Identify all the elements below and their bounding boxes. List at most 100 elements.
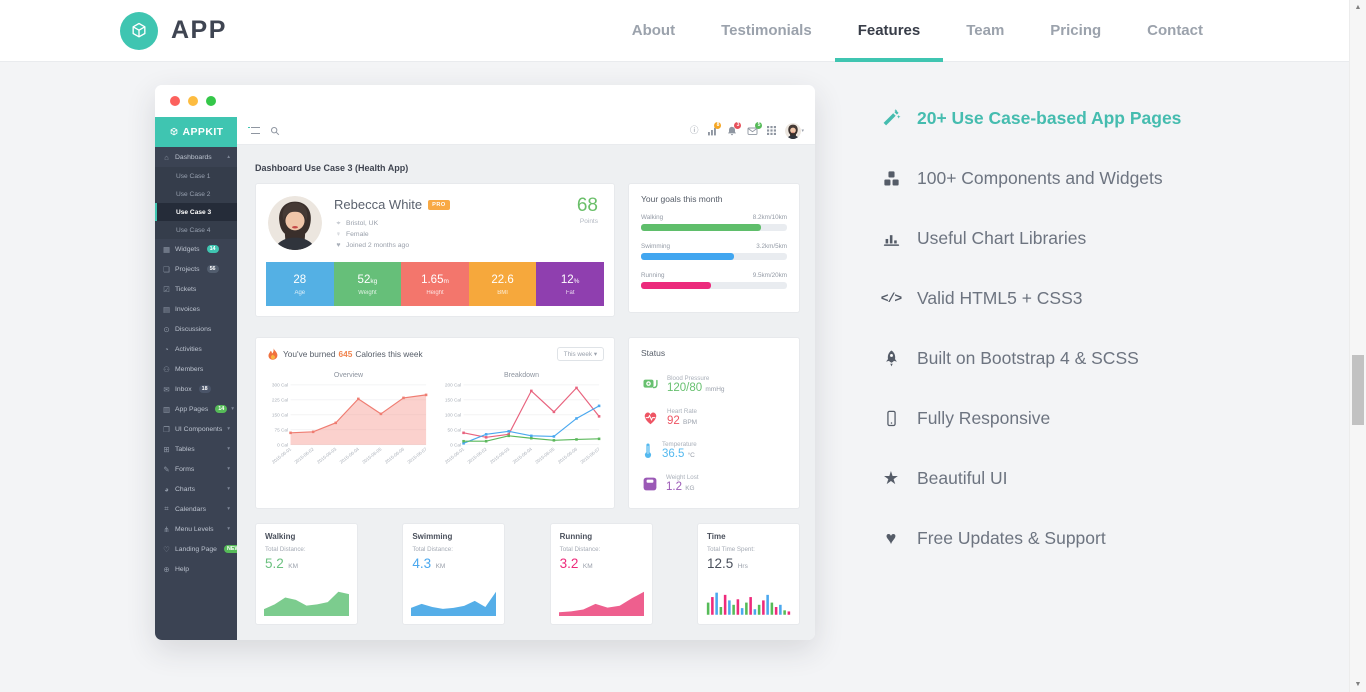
- sidebar-item-menu-levels[interactable]: ⋔ Menu Levels ▾: [155, 519, 237, 539]
- sidebar-item-inbox[interactable]: ✉ Inbox 18: [155, 379, 237, 399]
- stats-icon[interactable]: 8: [707, 121, 722, 136]
- chevron-icon: ▾: [227, 506, 230, 512]
- sidebar-item-label: Menu Levels: [175, 525, 214, 533]
- members-icon: ⚇: [163, 364, 170, 374]
- summary-unit: KM: [582, 563, 593, 570]
- top-navbar: APP About Testimonials Features Team Pricing…: [0, 0, 1366, 62]
- nav-link-testimonials[interactable]: Testimonials: [721, 21, 812, 39]
- points-block: 68 Points: [577, 195, 598, 225]
- period-dropdown-button[interactable]: This week ▾: [556, 347, 604, 361]
- weight-icon: [642, 476, 658, 492]
- window-close-button[interactable]: [170, 96, 180, 106]
- sidebar-subitem-use-case-2[interactable]: Use Case 2: [176, 190, 211, 198]
- sidebar-item-charts[interactable]: ◕ Charts ▾: [155, 479, 237, 499]
- svg-text:2015-06-06: 2015-06-06: [384, 446, 406, 464]
- goal-swimming: Swimming 3.2km/5km: [641, 243, 787, 260]
- projects-icon: ❏: [163, 264, 170, 274]
- sidebar-item-app-pages[interactable]: ▥ App Pages 14 ▾: [155, 399, 237, 419]
- chevron-icon: ▾: [231, 406, 235, 412]
- sidebar-item-calendars[interactable]: ⌗ Calendars ▾: [155, 499, 237, 519]
- feature-label: Valid HTML5 + CSS3: [917, 287, 1083, 308]
- sidebar-item-ui-components[interactable]: ❐ UI Components ▾: [155, 419, 237, 439]
- sidebar-item-tables[interactable]: ⊞ Tables ▾: [155, 439, 237, 459]
- sidebar-item-tickets[interactable]: ☑ Tickets: [155, 279, 237, 299]
- info-icon[interactable]: ⓘ: [689, 125, 699, 136]
- appkit-logo[interactable]: APPKIT: [155, 117, 237, 147]
- sidebar-item-landing-page[interactable]: ♡ Landing Page NEW: [155, 539, 237, 559]
- window-minimize-button[interactable]: [188, 96, 198, 106]
- summary-sublabel: Total Time Spent:: [706, 546, 755, 553]
- svg-text:2015-06-01: 2015-06-01: [271, 446, 293, 464]
- svg-text:2015-06-07: 2015-06-07: [406, 446, 428, 464]
- nav-link-team[interactable]: Team: [966, 21, 1005, 39]
- app-brand[interactable]: APP: [120, 11, 227, 50]
- search-icon[interactable]: [270, 126, 280, 136]
- sidebar-item-discussions[interactable]: ⊙ Discussions: [155, 319, 237, 339]
- feature-label: Beautiful UI: [917, 467, 1008, 488]
- sidebar-subitem-use-case-1[interactable]: Use Case 1: [176, 172, 211, 180]
- summary-value: 12.5: [706, 556, 734, 571]
- sidebar-item-invoices[interactable]: ▤ Invoices: [155, 299, 237, 319]
- scroll-down-arrow[interactable]: ▼: [1354, 681, 1362, 688]
- sidebar-badge: NEW: [223, 544, 237, 554]
- sidebar-item-label: Landing Page: [175, 545, 217, 553]
- status-card: Status Blood Pressure 120/80 mmHg Heart Ra…: [628, 337, 800, 509]
- menu-toggle-icon[interactable]: [248, 126, 260, 135]
- nav-link-pricing[interactable]: Pricing: [1050, 21, 1102, 39]
- chevron-icon: ▾: [227, 466, 230, 472]
- widgets-icon: ▦: [162, 244, 171, 254]
- goal-running: Running 9.5km/20km: [641, 272, 787, 289]
- goal-value: 9.5km/20km: [752, 272, 787, 279]
- nav-link-features[interactable]: Features: [835, 0, 944, 62]
- app-pages-icon: ▥: [162, 404, 171, 414]
- calories-text-after: Calories this week: [355, 349, 423, 359]
- sidebar-item-label: UI Components: [175, 425, 223, 433]
- svg-text:2015-06-07: 2015-06-07: [579, 446, 601, 464]
- mail-icon[interactable]: 5: [747, 121, 763, 136]
- scrollbar-thumb[interactable]: [1352, 355, 1364, 425]
- sparkline-chart: [706, 588, 791, 616]
- profile-detail-bristol-uk: ⌖ Bristol, UK: [336, 219, 379, 228]
- sidebar-subitem-use-case-3[interactable]: Use Case 3: [155, 203, 237, 221]
- apps-grid-icon[interactable]: [767, 126, 777, 135]
- sidebar-item-help[interactable]: ⊕ Help: [155, 559, 237, 579]
- window-titlebar: [155, 85, 815, 117]
- invoices-icon: ▤: [162, 304, 171, 314]
- summary-unit: Hrs: [737, 563, 748, 570]
- notification-badge: 3: [734, 121, 742, 129]
- help-icon: ⊕: [163, 564, 170, 574]
- home-icon: ⌂: [164, 152, 169, 162]
- sidebar-item-label: Tables: [175, 445, 195, 453]
- sidebar-item-widgets[interactable]: ▦ Widgets 14: [155, 239, 237, 259]
- svg-text:300 Cal: 300 Cal: [272, 383, 288, 388]
- feature-item-fully-responsive: Fully Responsive: [878, 388, 1318, 448]
- sidebar-item-projects[interactable]: ❏ Projects 56: [155, 259, 237, 279]
- svg-text:2015-06-01: 2015-06-01: [444, 446, 466, 464]
- sidebar-subitem-use-case-4[interactable]: Use Case 4: [176, 226, 211, 234]
- feature-item-100-components-and-widgets: 100+ Components and Widgets: [878, 148, 1318, 208]
- window-zoom-button[interactable]: [206, 96, 216, 106]
- sidebar-item-forms[interactable]: ✎ Forms ▾: [155, 459, 237, 479]
- points-value: 68: [576, 195, 598, 216]
- nav-links: About Testimonials Features Team Pricing Cont…: [609, 0, 1226, 62]
- bell-icon[interactable]: 3: [727, 121, 742, 136]
- chevron-down-icon: ▾: [801, 127, 804, 134]
- sidebar-item-label: Members: [175, 365, 204, 373]
- svg-text:2015-06-02: 2015-06-02: [294, 446, 316, 464]
- nav-link-about[interactable]: About: [631, 21, 676, 39]
- mockup-content: Dashboard Use Case 3 (Health App) Rebecc…: [237, 145, 815, 640]
- nav-link-contact[interactable]: Contact: [1147, 21, 1203, 39]
- sidebar-item-label: Inbox: [175, 385, 192, 393]
- user-avatar[interactable]: ▾: [785, 122, 804, 139]
- activities-icon: ◔: [164, 344, 169, 354]
- scroll-up-arrow[interactable]: ▲: [1354, 4, 1362, 11]
- browser-scrollbar[interactable]: ▲ ▼: [1349, 0, 1366, 692]
- sidebar-badge: 18: [198, 384, 211, 394]
- sidebar-item-activities[interactable]: ◔ Activities: [155, 339, 237, 359]
- stat-weight: 52kg Weight: [333, 262, 402, 306]
- sidebar-item-dashboards[interactable]: ⌂ Dashboards ▴: [155, 147, 237, 167]
- svg-text:100 Cal: 100 Cal: [445, 413, 461, 418]
- svg-text:150 Cal: 150 Cal: [445, 398, 461, 403]
- sidebar-item-members[interactable]: ⚇ Members: [155, 359, 237, 379]
- summary-title: Walking: [265, 532, 296, 541]
